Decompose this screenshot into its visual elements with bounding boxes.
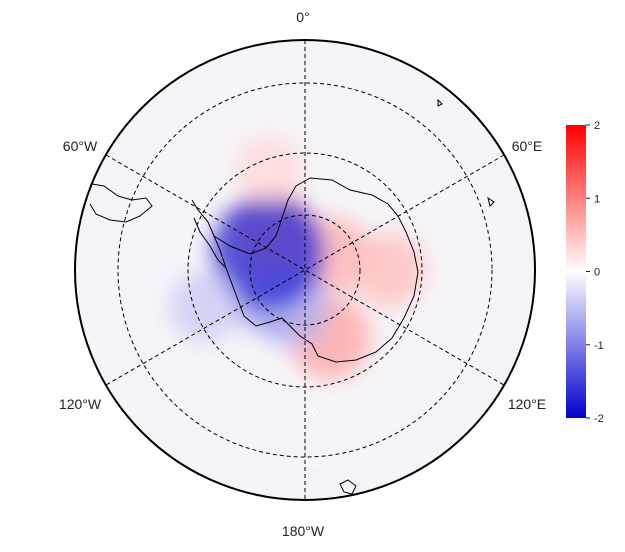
antarctica-coastline — [191, 177, 419, 363]
lon-label-180w: 180°W — [282, 523, 325, 539]
heatmap-field — [75, 40, 535, 500]
lon-label-60w: 60°W — [63, 138, 98, 154]
colorbar-tick-label: 2 — [594, 120, 600, 132]
latitude-circle — [249, 214, 361, 326]
coastlines — [89, 98, 495, 495]
heatmap-anomaly — [234, 135, 302, 203]
kerguelen-island — [487, 196, 495, 207]
lon-label-60e: 60°E — [512, 138, 543, 154]
heatmap-anomaly — [351, 233, 426, 307]
latitude-circle — [187, 152, 423, 388]
colorbar-gradient — [566, 125, 586, 418]
small-island — [437, 98, 443, 107]
lon-label-120e: 120°E — [508, 396, 546, 412]
heatmap-anomaly — [169, 271, 240, 342]
latitude-circle — [117, 82, 493, 458]
peninsula-coastline — [193, 217, 227, 269]
colorbar: 2 1 0 -1 -2 — [566, 120, 604, 425]
new-zealand-coastline — [339, 479, 357, 495]
colorbar-tick-label: -2 — [594, 413, 604, 425]
heatmap-anomaly — [211, 196, 325, 310]
map-boundary — [74, 39, 536, 501]
lon-label-0: 0° — [296, 9, 309, 25]
lat-label-60: 60° — [306, 457, 323, 469]
colorbar-tick-label: 0 — [594, 267, 600, 279]
lat-label-30: 30° — [306, 407, 323, 419]
south-america-coastline — [89, 183, 153, 223]
colorbar-tick-label: 1 — [594, 193, 600, 205]
lon-label-120w: 120°W — [59, 396, 102, 412]
colorbar-tick-label: -1 — [594, 340, 604, 352]
graticule — [105, 40, 505, 500]
